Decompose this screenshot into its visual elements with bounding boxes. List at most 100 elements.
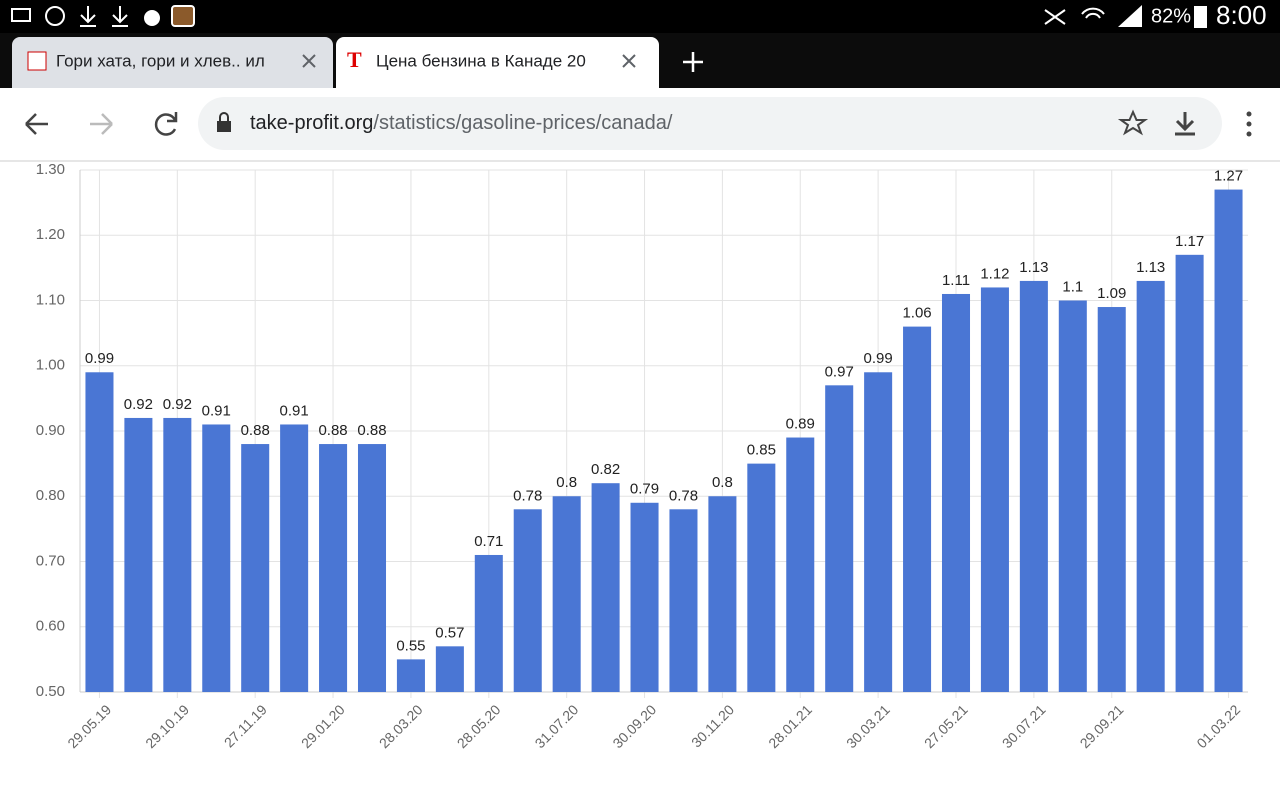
x-tick-label: 29.05.19 [64,701,114,751]
data-label: 1.1 [1062,278,1083,295]
bar [903,326,932,692]
tab-close[interactable] [302,54,316,68]
y-tick-label: 0.50 [36,683,65,700]
clock: 8:00 [1216,0,1267,30]
tab-close[interactable] [622,54,636,68]
bar [202,424,231,692]
y-tick-label: 0.70 [36,552,65,569]
bar [1214,189,1243,692]
x-tick-label: 29.09.21 [1077,701,1127,751]
data-label: 1.11 [942,272,970,289]
data-label: 0.85 [747,442,776,459]
toolbar-shadow [0,160,1280,162]
bookmark-button[interactable] [1117,109,1149,136]
x-tick-label: 27.11.19 [221,701,270,750]
url[interactable]: take-profit.org/statistics/gasoline-pric… [250,112,673,134]
x-tick-label: 28.01.21 [765,701,815,751]
data-label: 0.78 [513,487,542,504]
data-label: 0.99 [864,350,893,367]
data-label: 0.92 [124,396,153,413]
data-label: 0.91 [280,402,309,419]
y-tick-label: 0.90 [36,422,65,439]
url-domain: take-profit.org [250,112,373,134]
bar [1136,280,1165,692]
active-tab[interactable] [336,37,659,88]
chart: 0.50 0.60 0.70 0.80 0.90 1.00 1.10 1.20 1.30 29.0… [36,161,1248,751]
y-tick-label: 1.20 [36,226,65,243]
url-path: /statistics/gasoline-prices/canada/ [373,112,672,134]
battery-level: 82% [1151,5,1191,27]
bar [474,554,503,692]
bar [1058,300,1087,692]
x-tick-label: 28.03.20 [376,701,426,751]
bar [357,444,387,692]
bar [1019,280,1048,692]
bar [825,385,854,692]
data-label: 1.06 [902,305,931,322]
tab-title[interactable]: Гори хата, гори и хлев.. ил [56,51,265,70]
data-label: 0.91 [202,402,231,419]
data-label: 0.8 [712,474,733,491]
data-label: 0.82 [591,461,620,478]
tab[interactable] [12,37,333,88]
new-tab-button[interactable] [683,52,703,72]
data-label: 0.79 [630,481,659,498]
bar [163,417,192,692]
status-icons [11,5,1105,27]
bar [319,444,348,692]
lock-icon [217,121,231,132]
x-tick-label: 29.10.19 [142,701,192,751]
bar [591,483,620,692]
x-tick-label: 30.07.21 [999,701,1049,751]
data-label: 0.97 [825,363,854,380]
x-tick-label: 30.11.20 [688,701,737,750]
tab-favicon: T [347,47,362,72]
bar [630,502,659,692]
data-label: 0.99 [85,350,114,367]
tab-title[interactable]: Цена бензина в Канаде 20 [376,51,586,70]
status-bar [0,0,1280,33]
y-tick-label: 1.00 [36,357,65,374]
data-label: 1.12 [980,265,1009,282]
x-tick-label: 31.07.20 [532,701,582,751]
forward-button[interactable] [90,113,113,135]
data-label: 1.13 [1019,259,1048,276]
reload-button[interactable] [154,112,178,136]
bar [786,437,815,692]
x-tick-label: 01.03.22 [1193,701,1243,751]
address-bar[interactable] [198,97,1222,150]
data-label: 0.57 [435,624,464,641]
y-tick-label: 1.10 [36,291,65,308]
bar [747,463,776,692]
data-label: 0.92 [163,396,192,413]
data-label: 0.88 [318,422,347,439]
x-tick-label: 28.05.20 [454,701,504,751]
signal-icon [1118,5,1142,27]
bar [280,424,309,692]
y-tick-label: 0.80 [36,487,65,504]
bar [1175,254,1204,692]
y-tick-label: 0.60 [36,618,65,635]
x-tick-label: 30.09.20 [609,701,659,751]
bar [708,496,737,692]
x-tick-label: 30.03.21 [843,701,893,751]
data-label: 1.27 [1214,168,1243,185]
bar [1097,307,1126,692]
data-label: 1.13 [1136,259,1165,276]
download-button[interactable] [1175,112,1195,136]
x-tick-label: 27.05.21 [921,701,971,751]
bar [241,444,270,692]
data-label: 0.55 [396,637,425,654]
data-label: 0.78 [669,487,698,504]
menu-button[interactable] [1246,111,1252,137]
bar [980,287,1009,692]
back-button[interactable] [25,113,48,135]
lock-shackle [219,112,229,121]
bar [435,646,464,692]
bar [864,372,893,692]
battery-icon [1194,6,1207,28]
data-label: 0.88 [241,422,270,439]
data-label: 0.8 [556,474,577,491]
